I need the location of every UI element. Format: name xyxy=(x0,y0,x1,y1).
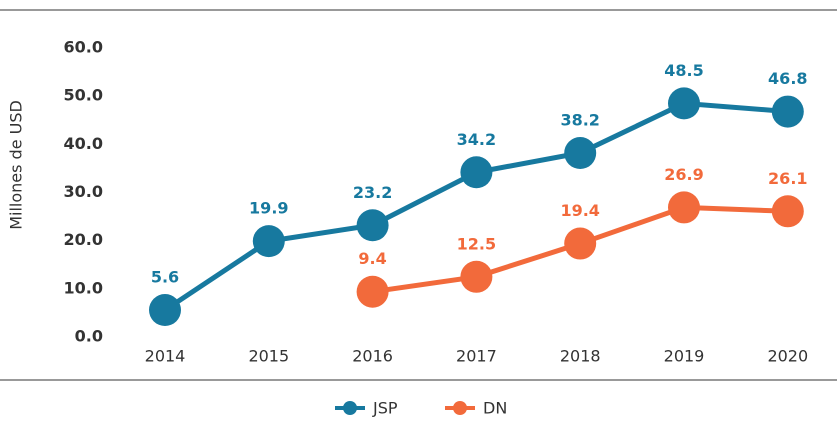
point xyxy=(356,209,389,242)
point xyxy=(149,294,181,327)
value-label: 26.1 xyxy=(768,169,807,188)
value-label: 34.2 xyxy=(457,130,496,149)
point xyxy=(668,191,700,224)
y-tick-label: 30.0 xyxy=(64,182,103,201)
value-label: 5.6 xyxy=(151,268,179,287)
y-tick-label: 60.0 xyxy=(64,38,103,57)
value-label: 12.5 xyxy=(457,234,496,253)
value-label: 23.2 xyxy=(353,183,392,202)
legend-label: DN xyxy=(483,399,507,418)
point xyxy=(460,260,493,293)
y-tick-label: 20.0 xyxy=(64,230,103,249)
y-tick-label: 50.0 xyxy=(64,86,103,105)
point xyxy=(771,95,804,128)
value-label: 48.5 xyxy=(664,61,703,80)
value-label: 26.9 xyxy=(664,165,703,184)
point xyxy=(564,227,597,260)
point xyxy=(564,137,597,170)
value-label: 46.8 xyxy=(768,69,807,88)
y-tick-label: 0.0 xyxy=(75,327,103,346)
value-label: 9.4 xyxy=(358,249,386,268)
value-label: 19.9 xyxy=(249,199,288,218)
y-axis-label: Millones de USD xyxy=(7,100,26,230)
point xyxy=(356,275,389,308)
value-label: 19.4 xyxy=(560,201,599,220)
point xyxy=(668,87,700,120)
legend-marker xyxy=(343,401,357,415)
y-tick-label: 10.0 xyxy=(64,278,103,297)
x-tick-label: 2020 xyxy=(767,347,808,366)
y-tick-label: 40.0 xyxy=(64,134,103,153)
x-tick-label: 2014 xyxy=(145,347,186,366)
point xyxy=(771,195,804,228)
legend-label: JSP xyxy=(372,399,398,418)
legend-marker xyxy=(453,401,467,415)
value-label: 38.2 xyxy=(560,111,599,130)
x-tick-label: 2018 xyxy=(560,347,601,366)
x-tick-label: 2016 xyxy=(352,347,393,366)
x-tick-label: 2015 xyxy=(248,347,289,366)
x-tick-label: 2019 xyxy=(664,347,705,366)
point xyxy=(252,225,285,258)
x-tick-label: 2017 xyxy=(456,347,497,366)
point xyxy=(460,156,493,189)
